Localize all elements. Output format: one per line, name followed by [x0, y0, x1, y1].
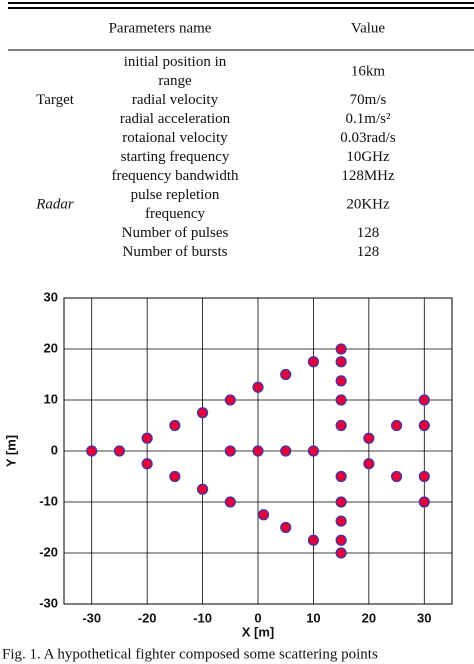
parameter-value: 0.1m/s² [346, 111, 391, 127]
table: Parameters name Value initial position i… [8, 2, 474, 260]
x-axis-label: X [m] [242, 624, 275, 639]
scatter-point [335, 419, 347, 432]
scatter-point [141, 432, 153, 444]
scatter-point [335, 547, 347, 559]
y-tick-label: 0 [51, 442, 58, 457]
x-tick-label: -20 [138, 610, 157, 625]
parameter-name: radial acceleration [120, 111, 231, 127]
scatter-point [335, 375, 347, 387]
scatter-point [418, 496, 430, 508]
scatter-point [113, 445, 126, 457]
scatter-point [335, 356, 347, 368]
scatter-point [335, 470, 347, 483]
x-tick-label: -10 [193, 610, 212, 625]
x-tick-label: 30 [417, 610, 431, 625]
parameter-value: 0.03rad/s [340, 130, 396, 146]
parameter-value: 128 [357, 225, 380, 241]
parameter-value: 20KHz [346, 196, 390, 212]
y-tick-label: -20 [39, 544, 58, 559]
parameter-name: initial position in [124, 54, 227, 70]
scatter-point [307, 445, 320, 457]
scatter-point [418, 394, 430, 406]
scatter-point [280, 368, 292, 381]
group-label: Target [36, 92, 75, 108]
header-cell: Value [351, 20, 385, 36]
parameter-name: range [158, 73, 192, 89]
parameter-name: Number of bursts [123, 244, 228, 260]
scatter-point [252, 381, 264, 393]
scatter-point [335, 394, 347, 406]
scatter-point [86, 445, 98, 457]
parameter-name: frequency bandwidth [111, 168, 239, 184]
y-tick-label: -30 [39, 595, 58, 610]
scatter-point [335, 343, 347, 355]
x-tick-label: -30 [82, 610, 101, 625]
scatter-point [196, 483, 209, 495]
parameter-value: 10GHz [346, 149, 390, 165]
scatter-point [196, 407, 209, 419]
y-tick-label: 20 [44, 340, 58, 355]
header-cell: Parameters name [109, 20, 212, 36]
scatter-point [390, 470, 403, 483]
x-tick-label: 10 [306, 610, 320, 625]
scatter-point [363, 432, 375, 444]
y-axis-label: Y [m] [3, 435, 18, 467]
parameter-name: Number of pulses [122, 225, 229, 241]
y-tick-label: -10 [39, 493, 58, 508]
parameter-value: 128MHz [341, 168, 395, 184]
scatter-point [280, 445, 292, 457]
scatter-point [418, 419, 430, 432]
scatter-point [307, 534, 320, 546]
scatter-point [363, 458, 375, 470]
parameter-name: pulse repletion [131, 187, 220, 203]
y-tick-label: 10 [44, 391, 58, 406]
scatter-point [224, 496, 236, 508]
caption: Fig. 1. A hypothetical fighter composed … [2, 646, 378, 662]
scatter-point [390, 419, 403, 432]
scatter-point [335, 515, 347, 527]
parameter-name: rotaional velocity [122, 130, 228, 146]
x-tick-label: 0 [254, 610, 261, 625]
parameter-name: starting frequency [121, 149, 230, 165]
scatter-point [280, 521, 292, 534]
scatter-point [141, 458, 153, 470]
scatter-point [169, 419, 181, 432]
group-label: Radar [35, 196, 74, 212]
scatter-point [169, 470, 181, 483]
scatter-point [224, 445, 236, 457]
parameter-name: radial velocity [132, 92, 219, 108]
scatter-point [418, 470, 430, 483]
scatter-point [224, 394, 236, 406]
scatter-point [307, 356, 320, 368]
parameter-value: 70m/s [350, 92, 387, 108]
scatter-point [335, 534, 347, 546]
parameter-value: 128 [357, 244, 380, 260]
scatter-point [257, 509, 270, 521]
parameter-name: frequency [145, 206, 205, 222]
parameter-value: 16km [351, 63, 386, 79]
y-tick-label: 30 [44, 289, 58, 304]
scatter-point [335, 496, 347, 508]
scatter-point [252, 445, 264, 457]
chart: X [m] Y [m] -30 -20 -10 0 10 20 30 -30 -20 -10 0 10… [3, 289, 453, 639]
x-tick-label: 20 [362, 610, 376, 625]
